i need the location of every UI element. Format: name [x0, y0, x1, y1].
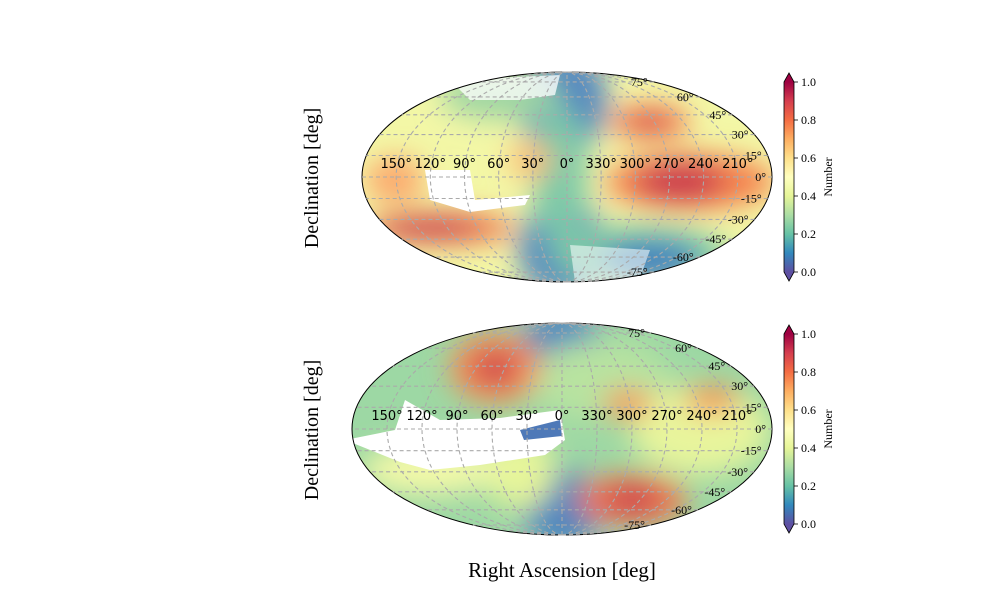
- graticule-meridian: [566, 71, 636, 283]
- colorbar-tick-label: 0.2: [801, 479, 816, 493]
- ra-tick-label: 0°: [555, 409, 570, 424]
- colorbar-tick-label: 0.8: [801, 113, 816, 127]
- ra-tick-label: 90°: [453, 157, 476, 172]
- ra-tick-label: 60°: [480, 409, 503, 424]
- ra-tick-label: 30°: [521, 157, 544, 172]
- colorbar-tick-label: 1.0: [801, 327, 816, 341]
- graticule-meridian: [429, 71, 568, 283]
- bottom-colorbar-max-arrow: [784, 325, 794, 334]
- ra-tick-label: 240°: [686, 409, 717, 424]
- dec-tick-label: 75°: [631, 75, 648, 89]
- ra-tick-label: 120°: [406, 409, 437, 424]
- bottom-skymap-panel: 210°240°270°300°330°0°30°60°90°120°150° …: [301, 322, 835, 582]
- ra-tick-label: 330°: [581, 409, 612, 424]
- dec-tick-label: 45°: [708, 359, 725, 373]
- x-axis-label: Right Ascension [deg]: [468, 558, 656, 582]
- top-y-axis-label: Declination [deg]: [301, 108, 323, 249]
- graticule-meridian: [491, 322, 563, 536]
- top-skymap-density: [362, 72, 772, 282]
- ra-tick-label: 120°: [415, 157, 446, 172]
- top-ra-tick-labels: 210°240°270°300°330° 0° 30° 60° 90° 120°150°: [381, 157, 754, 172]
- dec-tick-label: 60°: [677, 90, 694, 104]
- bottom-colorbar: 0.0 0.2 0.4 0.6 0.8 1.0 Number: [783, 324, 835, 534]
- ra-tick-label: 270°: [651, 409, 682, 424]
- colorbar-tick-label: 0.4: [801, 189, 816, 203]
- colorbar-tick-label: 0.4: [801, 441, 816, 455]
- graticule-meridian: [561, 322, 633, 536]
- ra-tick-label: 30°: [515, 409, 538, 424]
- dec-tick-label: 45°: [709, 108, 726, 122]
- ra-tick-label: 210°: [721, 409, 752, 424]
- ra-tick-label: 150°: [371, 409, 402, 424]
- bottom-ra-tick-labels: 210° 240° 270° 300° 330° 0° 30° 60° 90° 120° 150°: [371, 409, 752, 424]
- bottom-skymap-density: [352, 323, 772, 535]
- dec-tick-label: 60°: [675, 341, 692, 355]
- graticule-meridian: [395, 71, 568, 283]
- ra-tick-label: 0°: [560, 157, 575, 172]
- colorbar-tick-label: 0.8: [801, 365, 816, 379]
- dec-tick-label: -75°: [627, 265, 648, 279]
- dec-tick-label: 15°: [745, 149, 762, 163]
- graticule-meridian: [561, 322, 668, 536]
- dec-tick-label: -45°: [704, 485, 725, 499]
- dec-tick-label: 30°: [732, 128, 749, 142]
- dec-tick-label: -60°: [671, 503, 692, 517]
- dec-tick-label: 15°: [745, 400, 762, 414]
- colorbar-tick-label: 0.6: [801, 151, 816, 165]
- top-graticule: [362, 71, 772, 283]
- ra-tick-label: 150°: [381, 157, 412, 172]
- top-colorbar-max-arrow: [784, 73, 794, 82]
- top-colorbar-label: Number: [821, 157, 835, 196]
- top-colorbar-min-arrow: [784, 272, 794, 281]
- bottom-colorbar-label: Number: [821, 409, 835, 448]
- dec-tick-label: -15°: [741, 192, 762, 206]
- ra-tick-label: 240°: [688, 157, 719, 172]
- dec-tick-label: -30°: [728, 212, 749, 226]
- dec-tick-label: 0°: [755, 422, 766, 436]
- bottom-y-axis-label: Declination [deg]: [301, 360, 323, 501]
- dec-tick-label: -60°: [673, 250, 694, 264]
- dec-tick-label: 75°: [628, 326, 645, 340]
- ra-tick-label: 270°: [654, 157, 685, 172]
- top-skymap-panel: 210°240°270°300°330°0°30°60°90°120°150° …: [301, 71, 835, 283]
- colorbar-tick-label: 0.2: [801, 227, 816, 241]
- dec-tick-label: -75°: [624, 518, 645, 532]
- dec-tick-label: 0°: [755, 170, 766, 184]
- colorbar-tick-label: 0.0: [801, 517, 816, 531]
- dec-tick-label: -15°: [741, 444, 762, 458]
- ra-tick-label: 60°: [487, 157, 510, 172]
- bottom-colorbar-min-arrow: [784, 524, 794, 533]
- ra-tick-label: 300°: [620, 157, 651, 172]
- colorbar-tick-label: 0.0: [801, 265, 816, 279]
- graticule-meridian: [566, 71, 602, 283]
- dec-tick-label: -30°: [727, 465, 748, 479]
- ra-tick-label: 300°: [616, 409, 647, 424]
- bottom-graticule: [352, 322, 772, 536]
- graticule-meridian: [526, 322, 563, 536]
- dec-tick-label: -45°: [705, 232, 726, 246]
- bottom-dec-tick-labels: 75° 60° 45° 30° 15° 0° -15° -30°-45° -60° -75°: [624, 326, 766, 532]
- dec-tick-label: 30°: [731, 379, 748, 393]
- colorbar-tick-label: 0.6: [801, 403, 816, 417]
- ra-tick-label: 330°: [586, 157, 617, 172]
- colorbar-tick-label: 1.0: [801, 75, 816, 89]
- ra-tick-label: 90°: [445, 409, 468, 424]
- ra-tick-label: 210°: [722, 157, 753, 172]
- top-dec-tick-labels: 75° 60° 45° 30° 15° 0° -15° -30°-45° -60° -75°: [627, 75, 766, 279]
- top-colorbar: 0.0 0.2 0.4 0.6 0.8 1.0 Number: [783, 72, 835, 282]
